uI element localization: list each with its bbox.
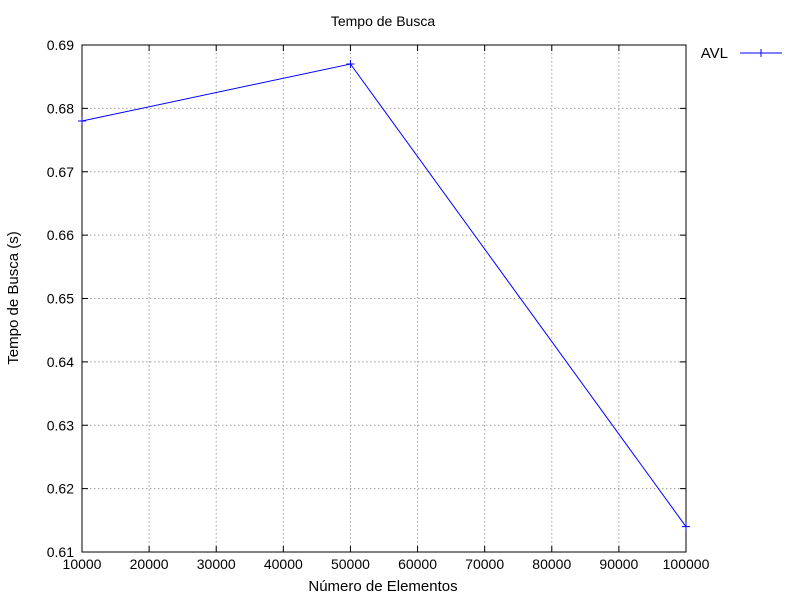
y-tick-label: 0.66	[47, 227, 74, 243]
data-point-avl	[682, 522, 690, 531]
x-tick-label: 100000	[663, 556, 710, 572]
legend: AVL	[701, 45, 782, 62]
y-tick-label: 0.61	[47, 544, 74, 560]
data-point-avl	[78, 117, 86, 126]
x-tick-label: 30000	[197, 556, 236, 572]
x-tick-label: 60000	[398, 556, 437, 572]
y-tick-label: 0.62	[47, 481, 74, 497]
x-tick-label: 70000	[465, 556, 504, 572]
series	[78, 60, 690, 531]
y-tick-label: 0.69	[47, 37, 74, 53]
x-tick-label: 10000	[63, 556, 102, 572]
x-axis-label: Número de Elementos	[308, 578, 457, 595]
x-tick-label: 50000	[331, 556, 370, 572]
legend-marker-avl	[757, 49, 765, 57]
y-tick-label: 0.65	[47, 291, 74, 307]
y-tick-label: 0.64	[47, 354, 74, 370]
y-tick-label: 0.67	[47, 164, 74, 180]
grid	[82, 45, 686, 552]
y-tick-label: 0.68	[47, 100, 74, 116]
axis-ticks: 10000 20000 30000 40000 50000 60000 70000 80000…	[47, 37, 710, 572]
y-tick-label: 0.63	[47, 417, 74, 433]
chart-title: Tempo de Busca	[331, 13, 435, 29]
legend-label-avl: AVL	[701, 45, 728, 62]
x-tick-label: 90000	[599, 556, 638, 572]
x-tick-label: 40000	[264, 556, 303, 572]
series-line-avl	[81, 63, 687, 527]
x-tick-label: 20000	[130, 556, 169, 572]
data-point-avl	[346, 60, 355, 69]
y-axis-label: Tempo de Busca (s)	[5, 231, 22, 364]
x-tick-label: 80000	[532, 556, 571, 572]
